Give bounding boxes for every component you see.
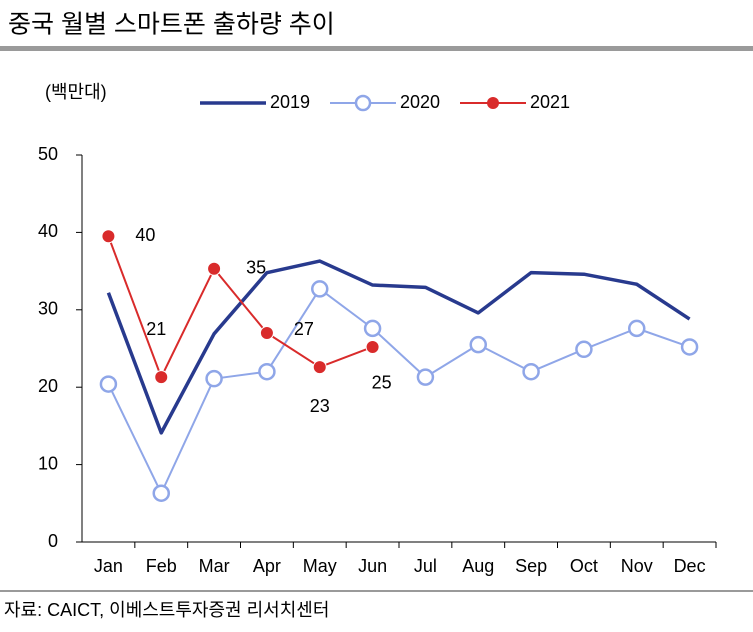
x-tick-label: Jun: [358, 556, 387, 576]
x-tick-label: Jul: [414, 556, 437, 576]
x-tick-label: May: [303, 556, 337, 576]
x-tick-label: Sep: [515, 556, 547, 576]
source-note: 자료: CAICT, 이베스트투자증권 리서치센터: [4, 600, 329, 620]
data-label: 35: [246, 258, 266, 278]
data-label: 40: [135, 225, 155, 245]
point: [628, 319, 646, 338]
point: [99, 375, 118, 393]
legend-marker: [487, 97, 499, 109]
series-line: [107, 287, 690, 495]
y-tick-label: 10: [38, 453, 58, 473]
x-tick-label: Mar: [199, 556, 230, 576]
y-tick-label: 0: [48, 531, 58, 551]
series-line: [106, 259, 691, 435]
y-tick-label: 20: [38, 376, 58, 396]
x-tick-label: Apr: [253, 556, 281, 576]
point: [575, 340, 593, 359]
legend-marker: [354, 94, 372, 112]
x-tick-label: Jan: [94, 556, 123, 576]
y-tick-label: 30: [38, 299, 58, 319]
point: [363, 319, 382, 338]
point: [152, 484, 170, 502]
point: [311, 280, 329, 298]
point: [258, 362, 276, 381]
x-tick-label: Oct: [570, 556, 598, 576]
point: [312, 360, 327, 375]
data-label: 23: [310, 396, 330, 416]
data-label: 25: [372, 373, 392, 393]
y-tick-label: 50: [38, 144, 58, 164]
point: [205, 369, 223, 388]
point: [259, 326, 274, 341]
data-label: 21: [146, 319, 166, 339]
chart-title: 중국 월별 스마트폰 출하량 추이: [8, 11, 335, 39]
x-tick-label: Nov: [621, 556, 653, 576]
point: [416, 368, 435, 386]
data-label: 27: [294, 319, 314, 339]
point: [469, 335, 487, 354]
point: [522, 362, 540, 381]
point: [154, 370, 169, 385]
x-tick-label: Aug: [462, 556, 494, 576]
point: [680, 338, 699, 356]
series-line: [107, 235, 373, 379]
legend-label: 2021: [530, 92, 570, 112]
y-axis-unit: (백만대): [45, 82, 107, 102]
point: [101, 229, 116, 244]
x-tick-label: Feb: [146, 556, 177, 576]
legend-label: 2019: [270, 92, 310, 112]
title-rule: [0, 46, 753, 51]
point: [365, 339, 380, 354]
x-tick-label: Dec: [674, 556, 706, 576]
legend-label: 2020: [400, 92, 440, 112]
y-tick-label: 40: [38, 221, 58, 241]
point: [207, 261, 222, 276]
